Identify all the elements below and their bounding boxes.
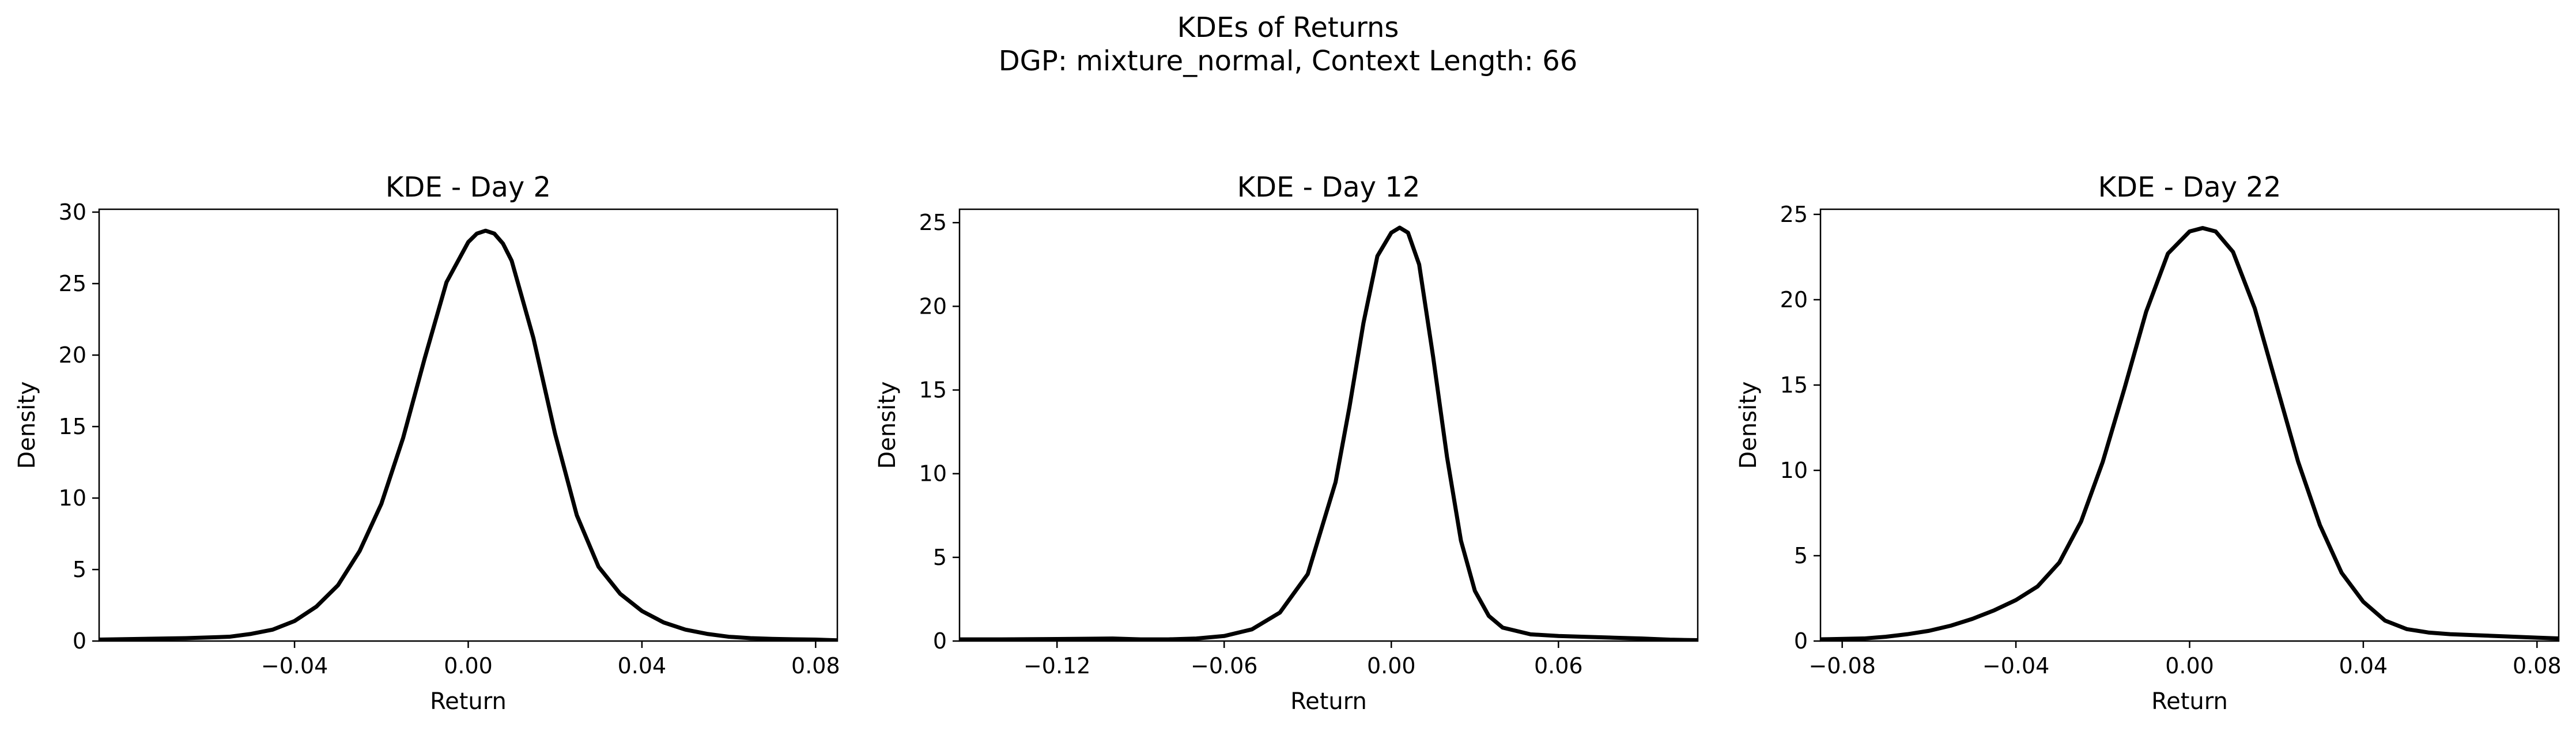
x-axis-label: Return (2151, 688, 2228, 715)
y-tick-label: 25 (59, 271, 86, 296)
y-axis-label: Density (14, 381, 40, 469)
kde-curve (99, 228, 837, 641)
y-tick-label: 15 (59, 414, 86, 439)
y-tick-label: 15 (1780, 372, 1808, 398)
x-tick-label: 0.00 (2165, 653, 2214, 679)
subplots-container: KDE - Day 2 −0.04 0.00 0.04 0.08 0 5 10 15 20 25 30… (14, 171, 2562, 715)
y-tick-label: 5 (73, 557, 86, 582)
x-tick-label: 0.06 (1534, 653, 1583, 679)
y-tick-label: 15 (919, 378, 947, 403)
y-axis-label: Density (1735, 381, 1762, 469)
y-tick-label: 20 (919, 293, 947, 319)
kde-curve (960, 225, 1698, 641)
x-axis-label: Return (430, 688, 507, 715)
subplot-1: KDE - Day 2 −0.04 0.00 0.04 0.08 0 5 10 15 20 25 30… (14, 171, 840, 715)
y-axis-label: Density (874, 381, 901, 469)
x-tick-label: 0.08 (791, 653, 840, 679)
axes-frame (958, 208, 1699, 642)
subplot-3: KDE - Day 22 −0.08 −0.04 0.00 0.04 0.08 0 5 10 15… (1735, 171, 2562, 715)
subplot-title: KDE - Day 2 (386, 171, 551, 203)
figure-title-line1: KDEs of Returns (1177, 12, 1399, 44)
y-tick-label: 0 (933, 628, 947, 654)
figure-title-line2: DGP: mixture_normal, Context Length: 66 (999, 45, 1578, 77)
y-tick-label: 5 (1794, 543, 1808, 568)
x-tick-label: −0.06 (1191, 653, 1257, 679)
y-tick-label: 10 (1780, 458, 1808, 483)
x-tick-label: 0.04 (2339, 653, 2388, 679)
subplot-title: KDE - Day 22 (2098, 171, 2282, 203)
y-tick-label: 0 (73, 628, 86, 654)
x-tick-label: −0.04 (1982, 653, 2049, 679)
y-tick-label: 20 (1780, 287, 1808, 312)
x-tick-label: 0.00 (1367, 653, 1416, 679)
subplot-2: KDE - Day 12 −0.12 −0.06 0.00 0.06 0 5 10 15 20 25… (874, 171, 1699, 715)
y-tick-label: 10 (919, 461, 947, 487)
x-tick-label: 0.00 (444, 653, 493, 679)
x-tick-label: −0.04 (261, 653, 328, 679)
y-tick-label: 5 (933, 545, 947, 570)
kde-curve (1820, 226, 2559, 641)
x-tick-label: −0.08 (1808, 653, 1875, 679)
y-tick-label: 30 (59, 199, 86, 225)
y-tick-label: 0 (1794, 628, 1808, 654)
subplot-title: KDE - Day 12 (1237, 171, 1421, 203)
x-tick-label: −0.12 (1023, 653, 1090, 679)
y-tick-label: 20 (59, 342, 86, 368)
x-tick-label: 0.08 (2513, 653, 2562, 679)
x-tick-label: 0.04 (618, 653, 667, 679)
y-tick-label: 25 (1780, 202, 1808, 227)
y-tick-label: 10 (59, 485, 86, 511)
x-axis-label: Return (1290, 688, 1367, 715)
y-tick-label: 25 (919, 210, 947, 235)
